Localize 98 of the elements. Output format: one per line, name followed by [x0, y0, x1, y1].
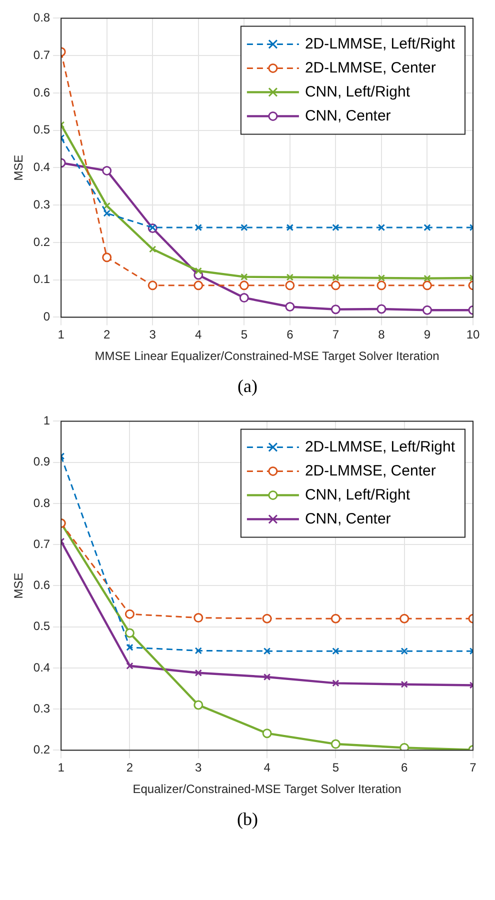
- y-tick-label: 0.8: [33, 10, 50, 25]
- y-tick-label: 0.3: [33, 197, 50, 212]
- x-tick-label: 1: [58, 328, 65, 342]
- y-axis-title: MSE: [12, 154, 26, 181]
- point: [332, 680, 340, 687]
- x-tick-label: 3: [149, 328, 156, 342]
- point: [124, 628, 134, 638]
- point: [149, 246, 156, 253]
- point: [330, 739, 340, 749]
- point: [194, 613, 204, 623]
- point: [330, 280, 340, 290]
- x-tick-label: 5: [332, 760, 340, 775]
- legend-label: CNN, Left/Right: [304, 486, 411, 504]
- x-tick-label: 2: [104, 328, 111, 342]
- point: [330, 614, 340, 624]
- point: [263, 673, 271, 681]
- y-tick-label: 0.2: [33, 742, 50, 757]
- text: (a): [236, 376, 258, 397]
- point: [194, 267, 202, 274]
- point: [148, 280, 158, 290]
- point: [262, 614, 272, 624]
- legend-label: CNN, Center: [304, 107, 391, 124]
- text: (b): [236, 809, 259, 830]
- x-tick-label: 8: [378, 328, 386, 342]
- legend-label: 2D-LMMSE, Left/Right: [304, 35, 456, 52]
- y-tick-label: 0: [43, 310, 50, 324]
- point: [102, 166, 112, 176]
- x-tick-label: 2: [126, 760, 134, 775]
- point: [332, 274, 340, 282]
- point: [102, 252, 112, 262]
- point: [103, 202, 110, 210]
- point: [240, 273, 248, 280]
- point: [424, 274, 431, 282]
- point: [286, 224, 294, 232]
- point: [400, 614, 410, 624]
- point: [400, 680, 408, 688]
- y-tick-label: 0.8: [33, 496, 50, 510]
- point: [376, 280, 386, 290]
- y-tick-label: 0.7: [33, 536, 50, 551]
- x-tick-label: 9: [424, 328, 431, 342]
- point: [332, 648, 340, 655]
- x-axis-title: MMSE Linear Equalizer/Constrained-MSE Target Solver Iteration: [94, 349, 440, 364]
- legend-label: 2D-LMMSE, Center: [304, 59, 436, 76]
- point: [376, 304, 386, 314]
- x-tick-label: 7: [332, 328, 340, 342]
- point: [194, 700, 204, 710]
- point: [194, 647, 202, 654]
- point: [285, 280, 295, 290]
- point: [330, 304, 340, 314]
- point: [126, 662, 134, 670]
- y-tick-label: 0.6: [33, 578, 50, 592]
- x-tick-label: 10: [466, 328, 480, 342]
- point: [194, 224, 202, 232]
- x-tick-label: 6: [286, 328, 294, 342]
- point: [126, 644, 134, 651]
- point: [262, 728, 272, 738]
- x-tick-label: 4: [195, 328, 202, 342]
- x-tick-label: 1: [58, 760, 65, 775]
- legend-label: CNN, Center: [304, 510, 391, 528]
- x-tick-label: 3: [195, 760, 202, 775]
- legend-label: 2D-LMMSE, Left/Right: [304, 438, 456, 456]
- point: [240, 224, 248, 232]
- point: [124, 609, 134, 619]
- y-tick-label: 0.3: [33, 701, 50, 716]
- y-tick-label: 0.4: [33, 660, 50, 674]
- point: [285, 302, 295, 312]
- y-tick-label: 0.2: [33, 234, 50, 249]
- y-tick-label: 0.5: [33, 619, 50, 634]
- x-tick-label: 6: [401, 760, 408, 775]
- x-tick-label: 5: [240, 328, 248, 342]
- point: [239, 280, 249, 290]
- point: [378, 274, 386, 282]
- point: [263, 648, 271, 655]
- point: [239, 293, 249, 303]
- point: [194, 669, 202, 676]
- point: [194, 280, 204, 290]
- y-tick-label: 0.6: [33, 85, 50, 100]
- y-tick-label: 0.7: [33, 48, 50, 62]
- point: [378, 224, 386, 232]
- point: [103, 210, 110, 217]
- y-tick-label: 0.9: [33, 454, 50, 469]
- point: [424, 224, 431, 232]
- x-tick-label: 7: [470, 760, 477, 775]
- x-axis-title: Equalizer/Constrained-MSE Target Solver Iteration: [132, 782, 402, 796]
- y-axis-title: MSE: [12, 572, 26, 599]
- point: [332, 224, 340, 232]
- point: [400, 648, 408, 655]
- point: [422, 305, 432, 315]
- y-tick-label: 0.4: [33, 160, 50, 174]
- y-tick-label: 0.1: [33, 272, 50, 286]
- y-tick-label: 0.5: [33, 122, 50, 137]
- point: [286, 274, 294, 281]
- point: [422, 280, 432, 290]
- x-tick-label: 4: [264, 760, 271, 775]
- point: [400, 742, 410, 750]
- legend-label: CNN, Left/Right: [304, 83, 411, 100]
- y-tick-label: 1: [43, 414, 50, 428]
- legend-label: 2D-LMMSE, Center: [304, 462, 436, 480]
